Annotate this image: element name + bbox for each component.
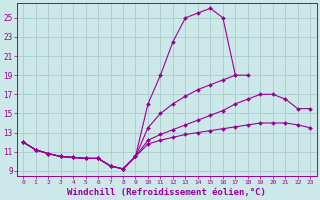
X-axis label: Windchill (Refroidissement éolien,°C): Windchill (Refroidissement éolien,°C): [67, 188, 266, 197]
